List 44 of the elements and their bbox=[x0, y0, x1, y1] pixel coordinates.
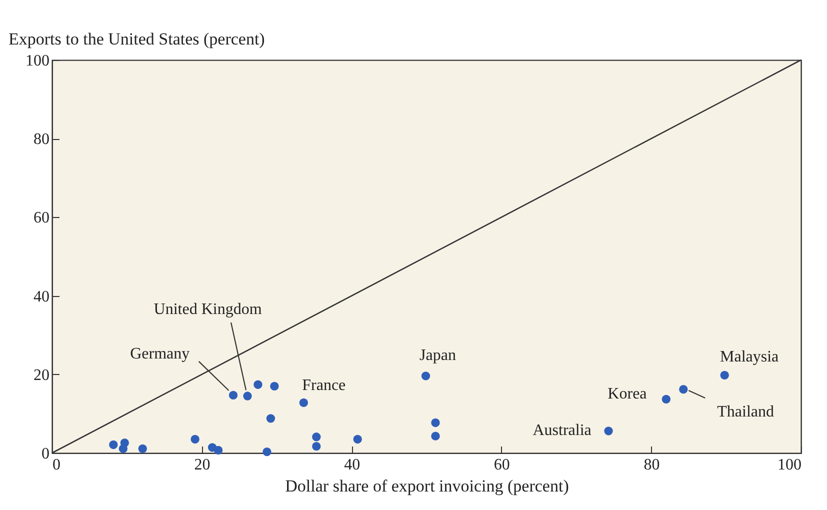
point bbox=[266, 414, 276, 423]
y-tick-label: 0 bbox=[42, 446, 50, 462]
x-tick-label: 0 bbox=[52, 456, 60, 474]
y-tick-label: 20 bbox=[34, 366, 50, 384]
annotation: Japan bbox=[420, 346, 456, 364]
x-axis-title: Dollar share of export invoicing (percent) bbox=[285, 476, 569, 496]
annotation: Australia bbox=[532, 422, 592, 439]
point bbox=[254, 380, 262, 389]
y-tick-label: 40 bbox=[34, 288, 50, 306]
point bbox=[431, 432, 440, 440]
x-tick-label: 40 bbox=[344, 456, 360, 474]
point bbox=[312, 432, 321, 442]
point bbox=[262, 448, 272, 456]
point bbox=[312, 442, 321, 451]
point bbox=[270, 382, 279, 391]
point bbox=[299, 398, 308, 408]
annotation: France bbox=[302, 377, 346, 394]
point bbox=[138, 444, 147, 453]
point bbox=[421, 372, 430, 380]
y-tick-label: 100 bbox=[26, 52, 50, 70]
annotation: Malaysia bbox=[720, 348, 779, 366]
y-axis-title: Exports to the United States (percent) bbox=[8, 30, 265, 48]
y-tick-label: 60 bbox=[34, 210, 50, 227]
x-tick-label: 60 bbox=[494, 456, 510, 474]
point bbox=[662, 394, 671, 404]
point bbox=[720, 370, 729, 380]
annotation: Germany bbox=[130, 346, 190, 363]
x-tick-label: 20 bbox=[194, 456, 210, 474]
point bbox=[679, 385, 688, 394]
point bbox=[190, 434, 200, 444]
point bbox=[109, 440, 118, 450]
x-tick-label: 80 bbox=[644, 456, 660, 474]
point bbox=[604, 426, 613, 436]
annotation: Korea bbox=[608, 385, 647, 402]
point bbox=[228, 390, 238, 400]
point bbox=[431, 418, 440, 428]
annotation: United Kingdom bbox=[154, 301, 262, 318]
y-tick-label: 80 bbox=[34, 131, 50, 148]
x-tick-label: 100 bbox=[778, 456, 802, 474]
point bbox=[353, 434, 362, 444]
point bbox=[243, 392, 252, 400]
annotation: Thailand bbox=[717, 403, 774, 420]
point bbox=[118, 444, 128, 453]
point bbox=[214, 446, 223, 455]
